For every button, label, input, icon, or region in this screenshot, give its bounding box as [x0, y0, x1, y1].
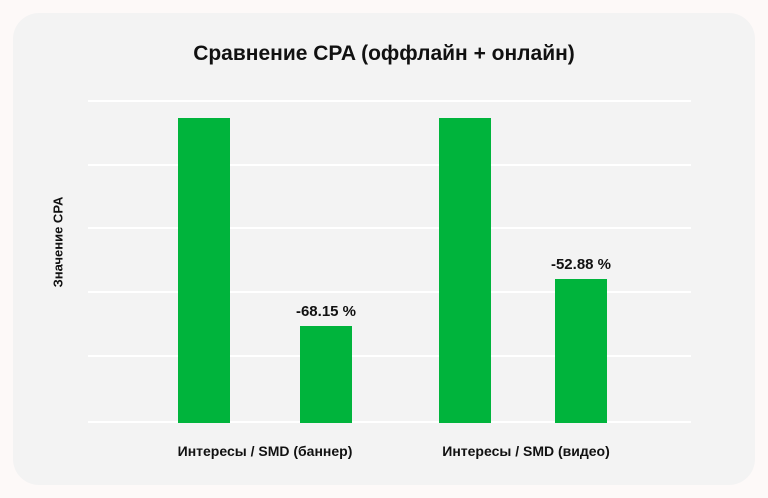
bar-interests-1 — [439, 118, 491, 423]
gridline — [88, 100, 691, 102]
x-label-video: Интересы / SMD (видео) — [442, 443, 610, 459]
bar-interests-0 — [178, 118, 230, 423]
bar-smd-0 — [300, 326, 352, 423]
x-label-banner: Интересы / SMD (баннер) — [177, 443, 353, 459]
data-label-video: -52.88 % — [550, 256, 612, 273]
bar-smd-1 — [555, 279, 607, 423]
chart-title: Сравнение CPA (оффлайн + онлайн) — [193, 42, 575, 65]
gridline — [88, 421, 691, 423]
y-axis-label: Значение CPA — [50, 196, 66, 288]
data-label-banner: -68.15 % — [295, 303, 357, 320]
gridline — [88, 227, 691, 229]
gridline — [88, 355, 691, 357]
gridline — [88, 164, 691, 166]
chart-card — [13, 13, 755, 485]
gridline — [88, 291, 691, 293]
